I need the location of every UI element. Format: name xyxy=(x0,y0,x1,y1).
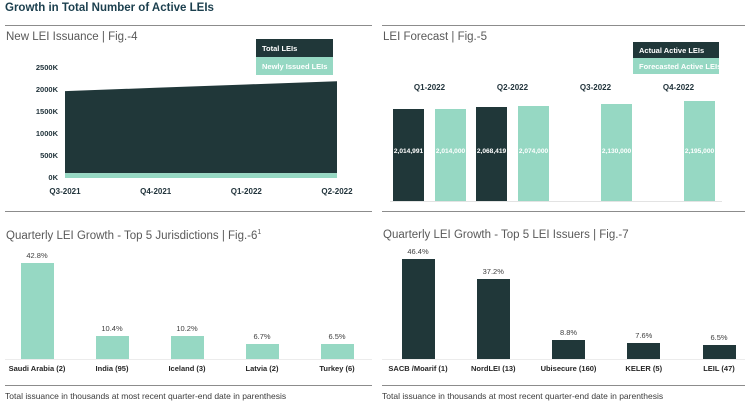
fig6-category-4: Turkey (6) xyxy=(319,364,355,373)
fig5-bar-forecasted-active-leis-Q2-2022 xyxy=(518,106,549,201)
fig5-bar-value-Q1-2022-0: 2,014,991 xyxy=(393,148,424,155)
fig5-bar-value-Q2-2022-1: 2,074,000 xyxy=(518,148,549,155)
fig5-bar-forecasted-active-leis-Q1-2022 xyxy=(435,109,466,201)
chart-title-text-fig4: New LEI Issuance | Fig.-4 xyxy=(6,31,138,43)
fig6-value-label-1: 10.4% xyxy=(101,323,123,333)
fig6-value-label-4: 6.5% xyxy=(328,332,346,342)
fig5-category-Q4-2022: Q4-2022 xyxy=(662,83,695,92)
fig5-bar-value-Q2-2022-0: 2,068,419 xyxy=(476,148,507,155)
fig5-category-Q3-2022: Q3-2022 xyxy=(579,83,612,92)
x-axis-tick-Q2-2022: Q2-2022 xyxy=(321,187,353,196)
fig6-bar-Saudi Arabia (2) xyxy=(20,262,54,359)
chart-title-text-fig7: Quarterly LEI Growth - Top 5 LEI Issuers… xyxy=(383,229,629,241)
chart-title-text-fig5: LEI Forecast | Fig.-5 xyxy=(383,31,487,43)
divider-bottom-left xyxy=(5,385,372,386)
chart-title-top5-issuers: Quarterly LEI Growth - Top 5 LEI Issuers… xyxy=(383,229,629,241)
y-axis-tick-1500K: 1500K xyxy=(35,107,58,116)
fig5-bar-actual-active-leis-Q1-2022 xyxy=(393,108,424,201)
divider-bottom-right xyxy=(382,385,745,386)
fig6-value-label-2: 10.2% xyxy=(176,324,198,334)
chart-title-footnote-marker: 1 xyxy=(257,229,262,236)
fig5-category-Q2-2022: Q2-2022 xyxy=(496,83,529,92)
footnote-right: Total issuance in thousands at most rece… xyxy=(382,391,664,401)
fig5-bar-forecasted-active-leis-Q4-2022 xyxy=(684,100,715,201)
legend-fig5: Actual Active LEIs Forecasted Active LEI… xyxy=(633,42,721,74)
fig5-bar-value-Q4-2022-1: 2,195,000 xyxy=(684,148,715,155)
fig5-bar-forecasted-active-leis-Q3-2022 xyxy=(601,103,632,201)
y-axis-tick-2500K: 2500K xyxy=(35,63,58,72)
fig6-bar-Turkey (6) xyxy=(320,344,354,359)
fig6-category-1: India (95) xyxy=(95,364,129,373)
fig7-value-label-2: 8.8% xyxy=(559,327,578,337)
x-axis-tick-Q1-2022: Q1-2022 xyxy=(230,187,262,196)
legend-fig4: Total LEIs Newly Issued LEIs xyxy=(256,39,333,75)
legend-item-actual-active-leis: Actual Active LEIs xyxy=(633,42,719,58)
fig7-value-label-4: 6.5% xyxy=(710,332,728,342)
fig6-category-3: Latvia (2) xyxy=(245,364,279,373)
footnote-left: Total issuance in thousands at most rece… xyxy=(5,391,287,401)
fig7-category-2: Ubisecure (160) xyxy=(540,364,597,373)
fig5-category-Q1-2022: Q1-2022 xyxy=(413,83,446,92)
fig7-category-3: KELER (5) xyxy=(625,364,663,373)
fig6-bar-Iceland (3) xyxy=(170,336,204,359)
fig7-value-label-1: 37.2% xyxy=(482,266,504,276)
fig7-value-label-0: 46.4% xyxy=(407,246,429,256)
divider-top-right xyxy=(382,25,745,26)
fig6-bar-Latvia (2) xyxy=(245,343,279,359)
fig7-category-4: LEIL (47) xyxy=(703,364,735,373)
fig5-axis-line xyxy=(390,201,722,202)
fig5-bar-value-Q3-2022-1: 2,130,000 xyxy=(601,148,632,155)
chart-title-lei-forecast: LEI Forecast | Fig.-5 xyxy=(383,31,487,43)
fig7-bar-KELER (5) xyxy=(627,342,661,359)
fig7-category-1: NordLEI (13) xyxy=(470,364,516,373)
fig7-bar-LEIL (47) xyxy=(702,344,736,359)
divider-mid-right xyxy=(382,211,745,212)
legend-item-forecasted-active-leis: Forecasted Active LEIs xyxy=(633,58,721,74)
legend-item-total-leis: Total LEIs xyxy=(256,39,333,57)
chart-title-top5-jurisdictions: Quarterly LEI Growth - Top 5 Jurisdictio… xyxy=(6,229,261,242)
divider-mid-left xyxy=(5,211,372,212)
fig7-bar-SACB /Moarif (1) xyxy=(401,258,435,359)
fig6-axis-line xyxy=(5,359,372,360)
fig7-bar-NordLEI (13) xyxy=(476,278,510,359)
fig6-category-2: Iceland (3) xyxy=(168,364,206,373)
x-axis-tick-Q4-2021: Q4-2021 xyxy=(140,187,172,196)
area-newly-issued-leis xyxy=(65,173,337,178)
fig6-value-label-0: 42.8% xyxy=(26,250,48,260)
y-axis-tick-1000K: 1000K xyxy=(35,129,58,138)
fig7-category-0: SACB /Moarif (1) xyxy=(388,364,448,373)
chart-title-text-fig6: Quarterly LEI Growth - Top 5 Jurisdictio… xyxy=(6,229,258,242)
y-axis-tick-2000K: 2000K xyxy=(35,85,58,94)
fig7-bar-Ubisecure (160) xyxy=(552,339,585,359)
y-axis-tick-0K: 0K xyxy=(48,173,58,182)
x-axis-tick-Q3-2021: Q3-2021 xyxy=(49,187,81,196)
page-title: Growth in Total Number of Active LEIs xyxy=(5,2,214,14)
fig5-bar-value-Q1-2022-1: 2,014,000 xyxy=(435,148,466,155)
area-total-leis xyxy=(65,81,337,174)
fig6-category-0: Saudi Arabia (2) xyxy=(8,364,66,373)
fig6-value-label-3: 6.7% xyxy=(253,331,271,341)
chart-title-new-lei-issuance: New LEI Issuance | Fig.-4 xyxy=(6,31,137,43)
y-axis-tick-500K: 500K xyxy=(40,151,58,160)
fig7-axis-line xyxy=(382,359,745,360)
fig7-value-label-3: 7.6% xyxy=(635,330,653,340)
fig6-bar-India (95) xyxy=(95,335,129,359)
fig5-bar-actual-active-leis-Q2-2022 xyxy=(476,106,507,201)
divider-top-left xyxy=(5,25,372,26)
legend-item-newly-issued-leis: Newly Issued LEIs xyxy=(256,57,333,75)
